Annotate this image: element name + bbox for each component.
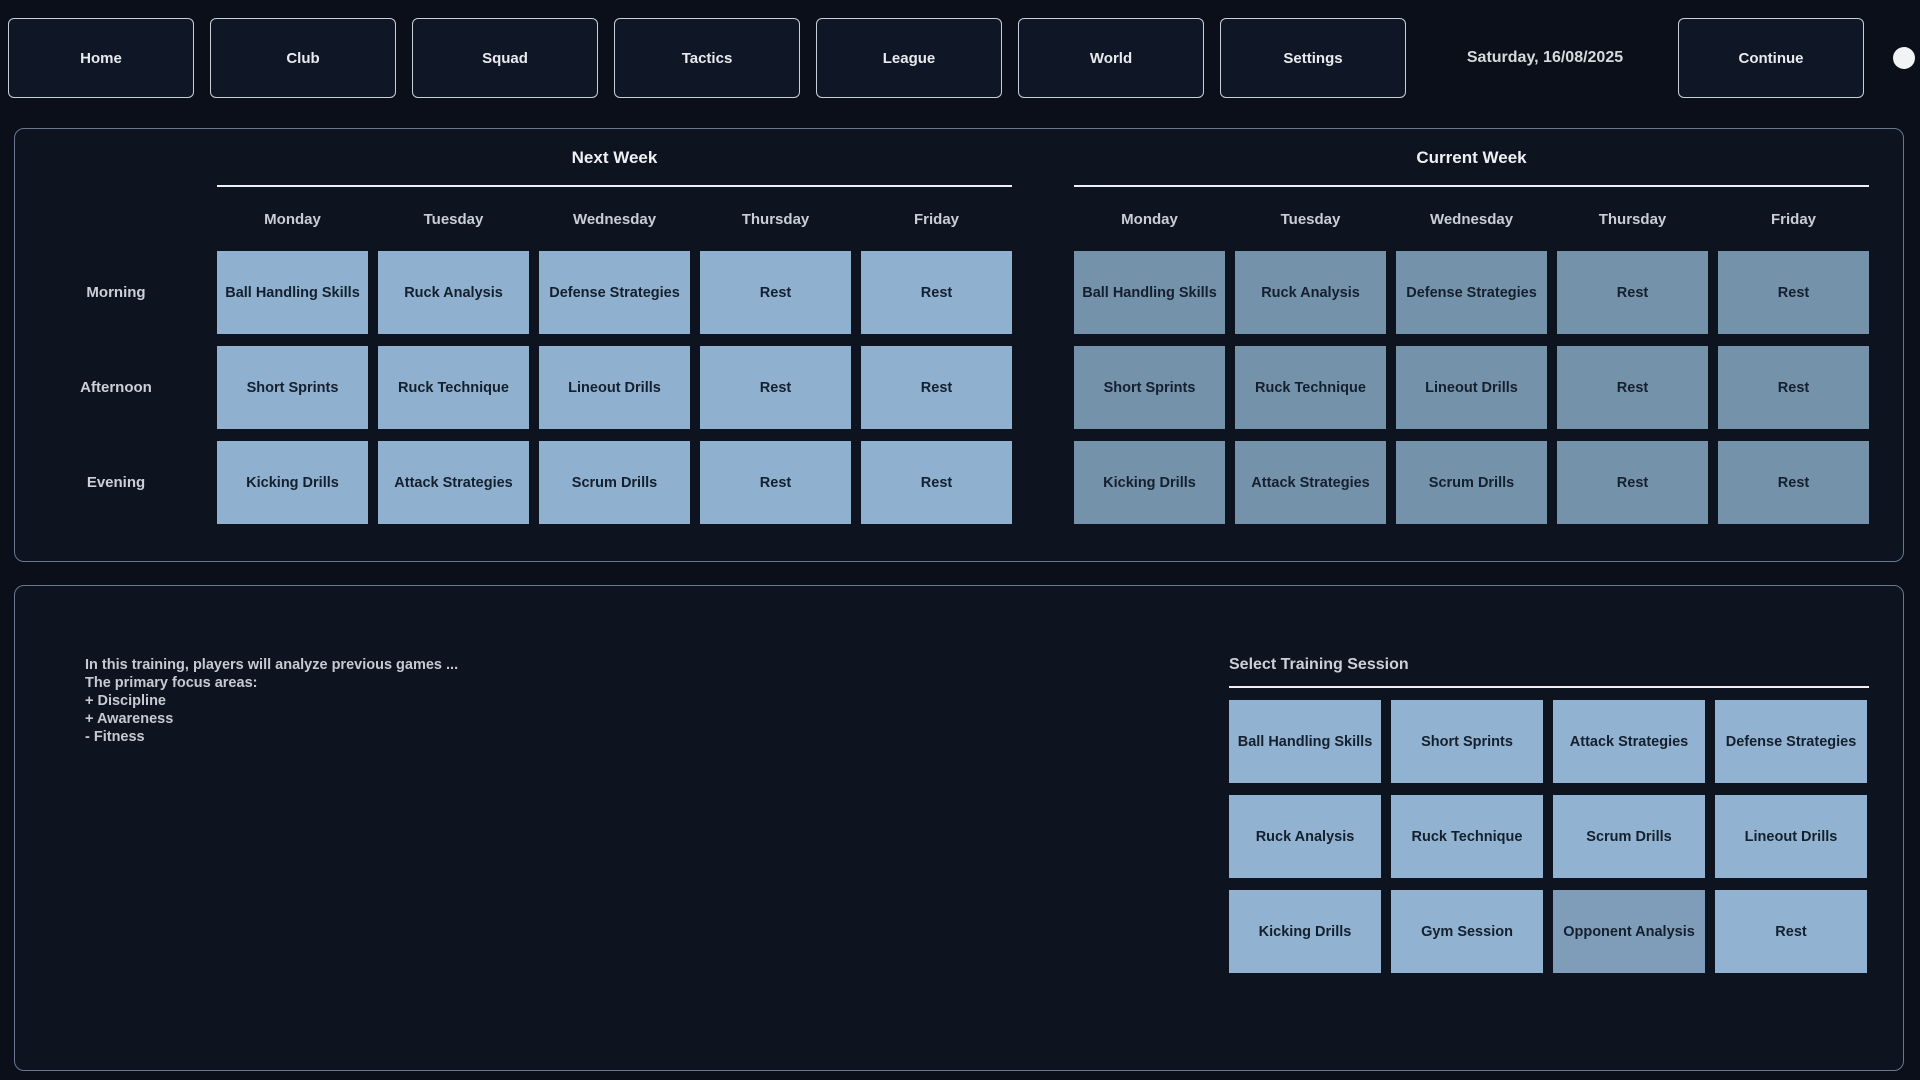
nav-button-club[interactable]: Club [210, 18, 396, 98]
session-option-kicking-drills[interactable]: Kicking Drills [1229, 890, 1381, 973]
day-header-friday: Friday [1770, 210, 1816, 228]
description-line: + Discipline [85, 693, 166, 709]
game-date-label: Saturday, 16/08/2025 [1466, 49, 1624, 66]
week-current-week: Current Week Monday Tuesday Wednesday Thursd… [1074, 129, 1869, 524]
schedule-cell-next-week-evening-monday[interactable]: Kicking Drills [217, 441, 368, 524]
day-header-wednesday: Wednesday [572, 210, 657, 228]
top-navbar: Home Club Squad Tactics League World Settings … [8, 18, 1915, 98]
schedule-row-labels: Morning Afternoon Evening [15, 251, 217, 536]
session-option-ruck-technique[interactable]: Ruck Technique [1391, 795, 1543, 878]
nav-button-settings[interactable]: Settings [1220, 18, 1406, 98]
schedule-cell-next-week-evening-tuesday[interactable]: Attack Strategies [378, 441, 529, 524]
nav-button-squad[interactable]: Squad [412, 18, 598, 98]
day-header-monday: Monday [264, 210, 321, 228]
nav-button-home[interactable]: Home [8, 18, 194, 98]
schedule-cell-current-week-afternoon-tuesday[interactable]: Ruck Technique [1235, 346, 1386, 429]
schedule-cell-current-week-afternoon-wednesday[interactable]: Lineout Drills [1396, 346, 1547, 429]
selector-title-underline [1229, 686, 1869, 688]
schedule-cell-current-week-evening-thursday[interactable]: Rest [1557, 441, 1708, 524]
session-option-lineout-drills[interactable]: Lineout Drills [1715, 795, 1867, 878]
session-option-gym-session[interactable]: Gym Session [1391, 890, 1543, 973]
day-header-thursday: Thursday [1598, 210, 1667, 228]
day-header-friday: Friday [913, 210, 959, 228]
week-title-underline [1074, 185, 1869, 187]
day-header-wednesday: Wednesday [1429, 210, 1514, 228]
session-option-attack-strategies[interactable]: Attack Strategies [1553, 700, 1705, 783]
description-line: - Fitness [85, 729, 145, 745]
day-header-tuesday: Tuesday [423, 210, 484, 228]
schedule-cell-next-week-evening-friday[interactable]: Rest [861, 441, 1012, 524]
day-header-monday: Monday [1121, 210, 1178, 228]
schedule-cells: Ball Handling Skills Ruck Analysis Defense… [217, 251, 1012, 524]
schedule-cell-next-week-evening-thursday[interactable]: Rest [700, 441, 851, 524]
day-headers: Monday Tuesday Wednesday Thursday Friday [217, 187, 1012, 251]
schedule-cell-next-week-afternoon-monday[interactable]: Short Sprints [217, 346, 368, 429]
schedule-cell-next-week-afternoon-thursday[interactable]: Rest [700, 346, 851, 429]
schedule-cell-next-week-evening-wednesday[interactable]: Scrum Drills [539, 441, 690, 524]
schedule-cell-current-week-afternoon-monday[interactable]: Short Sprints [1074, 346, 1225, 429]
training-schedule-panel: Morning Afternoon Evening Next Week Monday T… [14, 128, 1904, 562]
day-header-thursday: Thursday [741, 210, 810, 228]
status-indicator-dot [1893, 47, 1915, 69]
session-option-opponent-analysis[interactable]: Opponent Analysis [1553, 890, 1705, 973]
description-line: + Awareness [85, 711, 174, 727]
schedule-cell-next-week-morning-thursday[interactable]: Rest [700, 251, 851, 334]
row-label-afternoon: Afternoon [80, 379, 152, 396]
session-option-rest[interactable]: Rest [1715, 890, 1867, 973]
session-option-defense-strategies[interactable]: Defense Strategies [1715, 700, 1867, 783]
schedule-cell-current-week-afternoon-friday[interactable]: Rest [1718, 346, 1869, 429]
schedule-cell-current-week-morning-tuesday[interactable]: Ruck Analysis [1235, 251, 1386, 334]
schedule-cell-current-week-evening-tuesday[interactable]: Attack Strategies [1235, 441, 1386, 524]
schedule-cell-next-week-morning-friday[interactable]: Rest [861, 251, 1012, 334]
schedule-cell-next-week-morning-tuesday[interactable]: Ruck Analysis [378, 251, 529, 334]
description-line: In this training, players will analyze p… [85, 657, 459, 673]
week-title-current-week: Current Week [1416, 148, 1527, 167]
week-title-underline [217, 185, 1012, 187]
schedule-cell-current-week-morning-thursday[interactable]: Rest [1557, 251, 1708, 334]
nav-button-tactics[interactable]: Tactics [614, 18, 800, 98]
week-next-week: Next Week Monday Tuesday Wednesday Thursday F… [217, 129, 1012, 524]
day-header-tuesday: Tuesday [1280, 210, 1341, 228]
training-session-selector: Select Training Session Ball Handling Sk… [1229, 643, 1869, 973]
schedule-cell-current-week-evening-wednesday[interactable]: Scrum Drills [1396, 441, 1547, 524]
selector-title: Select Training Session [1229, 656, 1409, 673]
schedule-cell-next-week-afternoon-tuesday[interactable]: Ruck Technique [378, 346, 529, 429]
nav-buttons: Home Club Squad Tactics League World Settings [8, 18, 1422, 98]
day-headers: Monday Tuesday Wednesday Thursday Friday [1074, 187, 1869, 251]
training-details-panel: In this training, players will analyze p… [14, 585, 1904, 1071]
row-label-evening: Evening [86, 474, 146, 491]
schedule-cell-current-week-evening-friday[interactable]: Rest [1718, 441, 1869, 524]
session-description: In this training, players will analyze p… [85, 656, 458, 746]
schedule-cell-next-week-afternoon-wednesday[interactable]: Lineout Drills [539, 346, 690, 429]
schedule-cell-next-week-morning-wednesday[interactable]: Defense Strategies [539, 251, 690, 334]
session-option-ball-handling-skills[interactable]: Ball Handling Skills [1229, 700, 1381, 783]
week-title-next-week: Next Week [571, 148, 658, 167]
schedule-cell-current-week-afternoon-thursday[interactable]: Rest [1557, 346, 1708, 429]
schedule-cells: Ball Handling Skills Ruck Analysis Defense… [1074, 251, 1869, 524]
schedule-cell-current-week-morning-friday[interactable]: Rest [1718, 251, 1869, 334]
schedule-cell-next-week-morning-monday[interactable]: Ball Handling Skills [217, 251, 368, 334]
session-option-scrum-drills[interactable]: Scrum Drills [1553, 795, 1705, 878]
nav-button-league[interactable]: League [816, 18, 1002, 98]
row-label-morning: Morning [86, 284, 146, 301]
session-option-ruck-analysis[interactable]: Ruck Analysis [1229, 795, 1381, 878]
nav-button-world[interactable]: World [1018, 18, 1204, 98]
session-option-short-sprints[interactable]: Short Sprints [1391, 700, 1543, 783]
schedule-cell-current-week-morning-monday[interactable]: Ball Handling Skills [1074, 251, 1225, 334]
schedule-cell-current-week-morning-wednesday[interactable]: Defense Strategies [1396, 251, 1547, 334]
schedule-cell-current-week-evening-monday[interactable]: Kicking Drills [1074, 441, 1225, 524]
description-line: The primary focus areas: [85, 675, 258, 691]
continue-button[interactable]: Continue [1678, 18, 1864, 98]
session-options-grid: Ball Handling Skills Short Sprints Attack … [1229, 700, 1869, 973]
schedule-cell-next-week-afternoon-friday[interactable]: Rest [861, 346, 1012, 429]
